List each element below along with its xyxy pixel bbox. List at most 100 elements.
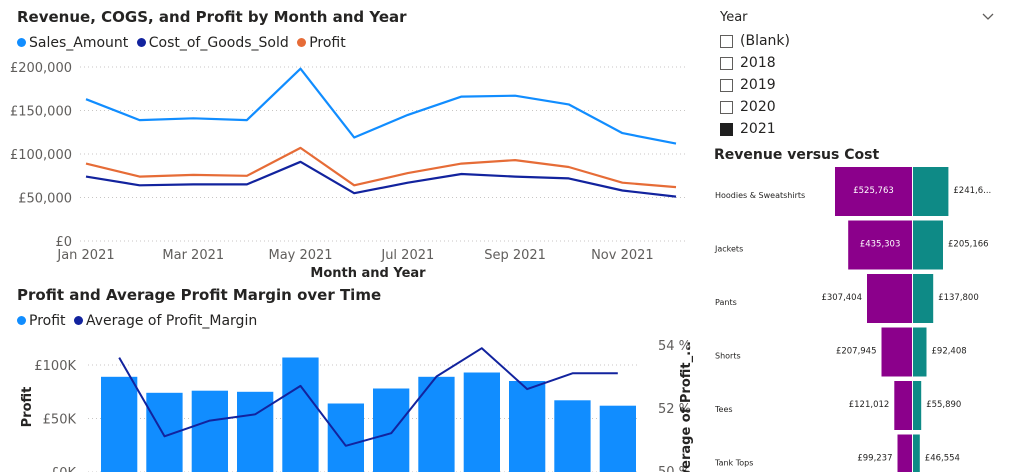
legend-label-margin: Average of Profit_Margin <box>85 313 258 329</box>
legend-label-profit-bars: Profit <box>29 313 66 329</box>
year-checkbox-blank[interactable] <box>720 34 733 48</box>
profit-bar <box>509 381 546 472</box>
cost-bar <box>913 327 927 377</box>
year-checkbox-2018[interactable] <box>720 56 733 70</box>
cost-label: £137,800 <box>938 293 979 303</box>
profit-bar <box>599 405 636 472</box>
series-line-cost_of_goods_sold <box>85 160 677 198</box>
line-chart-xlabel: Month and Year <box>310 266 426 280</box>
year-option-label: 2021 <box>740 121 776 137</box>
profit-bar <box>237 391 274 472</box>
y-tick-label: £0 <box>55 235 72 250</box>
revenue-label: £435,303 <box>860 240 901 250</box>
year-checkbox-2020[interactable] <box>720 100 733 114</box>
year-option-label: 2019 <box>740 77 776 93</box>
y-tick-label: £50,000 <box>18 192 72 207</box>
profit-margin-line <box>118 347 618 447</box>
revenue-label: £207,945 <box>836 347 877 357</box>
category-label: Tees <box>714 405 733 414</box>
y-tick-label: £100,000 <box>10 148 72 163</box>
profit-bar <box>463 372 500 472</box>
revenue-bar <box>835 167 912 216</box>
legend-label-profit: Profit <box>309 35 346 51</box>
year-option-2021[interactable]: 2021 <box>720 118 790 140</box>
category-label: Shorts <box>715 352 741 361</box>
cost-label: £92,408 <box>932 347 967 357</box>
revenue-bar <box>867 274 912 323</box>
x-tick-label: Jul 2021 <box>380 248 434 263</box>
line-chart[interactable]: £200,000 £150,000 £100,000 £50,000 £0 Jan 20… <box>0 55 700 280</box>
profit-bar <box>373 388 410 472</box>
year-option-label: 2018 <box>740 55 776 71</box>
legend-item-sales[interactable]: Sales_Amount <box>17 35 128 51</box>
year-option-2020[interactable]: 2020 <box>720 96 790 118</box>
year-option-2019[interactable]: 2019 <box>720 74 790 96</box>
year-option-blank[interactable]: (Blank) <box>720 30 790 52</box>
y2-tick-label: 54 % <box>658 339 691 354</box>
revenue-label: £99,237 <box>857 454 892 464</box>
series-line-profit <box>85 146 677 189</box>
y-tick-label: £50K <box>43 413 77 428</box>
revenue-bar <box>848 220 912 270</box>
year-checkbox-2019[interactable] <box>720 78 733 92</box>
combo-chart-y2label: Average of Profit_... <box>679 341 694 472</box>
combo-chart[interactable]: £100K £50K £0K 54 % 52 % 50 % Profit Average… <box>0 332 705 472</box>
revenue-bar <box>897 434 912 472</box>
legend-dot-cogs <box>136 38 146 47</box>
cost-label: £46,554 <box>925 454 960 464</box>
cost-bar <box>913 220 943 270</box>
legend-item-cogs[interactable]: Cost_of_Goods_Sold <box>136 35 289 51</box>
funnel-chart-title: Revenue versus Cost <box>714 147 880 163</box>
cost-label: £55,890 <box>926 400 961 410</box>
combo-chart-title: Profit and Average Profit Margin over Ti… <box>17 286 382 304</box>
revenue-bar <box>881 327 912 377</box>
cost-bar <box>913 381 922 430</box>
y-tick-label: £0K <box>51 466 77 472</box>
legend-label-cogs: Cost_of_Goods_Sold <box>148 35 289 51</box>
cost-bar <box>913 167 949 216</box>
x-tick-label: Sep 2021 <box>484 248 546 263</box>
revenue-label: £525,763 <box>853 186 894 196</box>
combo-chart-legend: Profit Average of Profit_Margin <box>17 313 261 329</box>
x-tick-label: Jan 2021 <box>56 248 114 263</box>
year-checkbox-2021[interactable] <box>720 122 733 136</box>
category-label: Pants <box>715 298 737 307</box>
revenue-cost-chart[interactable]: Hoodies & Sweatshirts £525,763 £241,6... Ja… <box>710 167 1024 472</box>
legend-dot-margin <box>73 316 83 325</box>
cost-label: £241,6... <box>953 186 991 196</box>
profit-bar <box>191 390 228 472</box>
category-label: Hoodies & Sweatshirts <box>715 191 805 200</box>
x-tick-label: Mar 2021 <box>162 248 224 263</box>
category-label: Jackets <box>714 245 743 254</box>
revenue-label: £307,404 <box>821 293 862 303</box>
revenue-label: £121,012 <box>849 400 890 410</box>
cost-bar <box>913 434 920 472</box>
y2-tick-label: 52 % <box>658 402 691 417</box>
cost-label: £205,166 <box>948 240 989 250</box>
line-chart-legend: Sales_Amount Cost_of_Goods_Sold Profit <box>17 35 350 51</box>
profit-bar <box>327 403 364 472</box>
legend-item-profit[interactable]: Profit <box>297 35 346 51</box>
profit-bar <box>101 376 138 472</box>
legend-item-profit-bars[interactable]: Profit <box>17 313 66 329</box>
year-option-2018[interactable]: 2018 <box>720 52 790 74</box>
year-slicer-list: (Blank) 2018 2019 2020 2021 <box>720 30 790 140</box>
y-tick-label: £150,000 <box>10 105 72 120</box>
legend-dot-profit <box>297 38 307 47</box>
x-tick-label: Nov 2021 <box>591 248 654 263</box>
legend-dot-profit-bars <box>17 316 26 325</box>
chevron-down-icon[interactable] <box>980 8 996 24</box>
combo-chart-ylabel: Profit <box>20 387 35 428</box>
legend-item-margin[interactable]: Average of Profit_Margin <box>73 313 258 329</box>
profit-bar <box>554 400 591 472</box>
legend-dot-sales <box>17 38 26 47</box>
profit-bar <box>282 357 319 472</box>
category-label: Tank Tops <box>714 459 753 468</box>
y-tick-label: £100K <box>34 359 76 374</box>
series-line-sales_amount <box>85 67 677 145</box>
cost-bar <box>913 274 934 323</box>
legend-label-sales: Sales_Amount <box>29 35 129 51</box>
x-tick-label: May 2021 <box>268 248 332 263</box>
year-option-label: (Blank) <box>740 33 790 49</box>
revenue-bar <box>894 381 912 430</box>
